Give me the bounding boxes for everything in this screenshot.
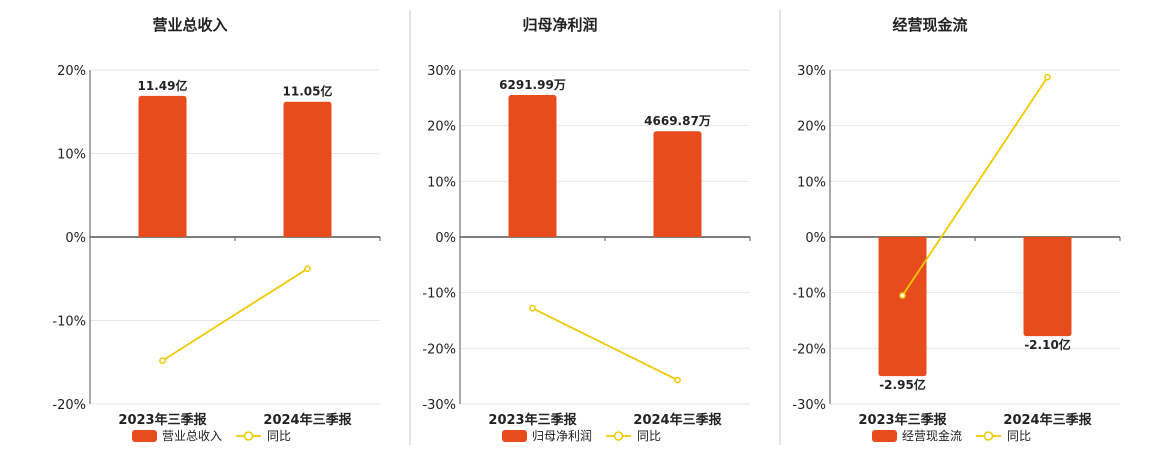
y-tick-label: -30% — [792, 398, 826, 413]
bar-value-label: -2.10亿 — [1024, 337, 1071, 352]
x-category-label: 2023年三季报 — [488, 412, 577, 428]
legend-bar-label: 经营现金流 — [902, 428, 962, 443]
yoy-point — [1044, 73, 1051, 81]
chart-panel-3: 经营现金流 30% 20% 10% 0% -10% -20% -30% -2.95亿 -2.10亿… — [792, 16, 1121, 443]
chart-title: 营业总收入 — [152, 16, 227, 34]
y-tick-label: -20% — [422, 342, 456, 357]
y-tick-label: 20% — [427, 120, 456, 135]
yoy-point — [529, 304, 536, 312]
bar — [138, 95, 187, 237]
yoy-line — [532, 307, 678, 381]
yoy-point — [159, 357, 166, 364]
y-tick-label: 0% — [435, 231, 456, 246]
x-category-label: 2023年三季报 — [118, 412, 207, 428]
legend-line-label: 同比 — [1007, 429, 1031, 443]
x-category-label: 2024年三季报 — [263, 412, 352, 428]
bar — [508, 95, 557, 237]
legend-bar-label: 营业总收入 — [162, 429, 222, 443]
bar — [653, 131, 702, 237]
y-tick-label: -20% — [52, 398, 86, 413]
x-category-label: 2023年三季报 — [858, 412, 947, 428]
legend-bar-swatch — [502, 430, 527, 442]
y-tick-label: 20% — [57, 64, 86, 79]
y-tick-label: -10% — [422, 287, 456, 302]
chart-title: 经营现金流 — [892, 16, 967, 34]
bar-value-label: -2.95亿 — [879, 377, 926, 392]
chart-panel-2: 归母净利润 30% 20% 10% 0% -10% -20% -30% 6291.99万 4669… — [422, 16, 751, 443]
yoy-line — [901, 76, 1049, 296]
y-tick-label: -10% — [792, 287, 826, 302]
y-tick-label: -30% — [422, 398, 456, 413]
chart-panel-1: 营业总收入 20% 10% 0% -10% -20% 11.49亿 11.05亿 2023年三季… — [52, 16, 381, 443]
bar — [1023, 237, 1072, 337]
y-tick-label: 20% — [797, 120, 826, 135]
bar-value-label: 6291.99万 — [499, 78, 566, 92]
y-tick-label: -10% — [52, 315, 86, 330]
legend-bar-swatch — [872, 430, 897, 442]
y-tick-label: 0% — [805, 231, 826, 246]
bar — [878, 237, 927, 377]
chart-title: 归母净利润 — [522, 16, 597, 34]
yoy-point — [899, 292, 906, 299]
legend-line-marker — [613, 431, 624, 441]
yoy-point — [674, 376, 681, 384]
y-tick-label: -20% — [792, 342, 826, 357]
bar — [283, 101, 332, 237]
y-tick-label: 10% — [797, 175, 826, 190]
legend-bar-swatch — [132, 430, 157, 442]
y-tick-label: 0% — [65, 231, 86, 246]
legend-line-label: 同比 — [637, 429, 661, 443]
legend-line-marker — [243, 431, 254, 441]
bar-value-label: 11.49亿 — [138, 78, 188, 93]
yoy-line — [162, 267, 308, 362]
x-category-label: 2024年三季报 — [633, 412, 722, 428]
yoy-point — [304, 265, 311, 273]
y-tick-label: 30% — [797, 64, 826, 79]
legend-bar-label: 归母净利润 — [532, 429, 592, 443]
y-tick-label: 10% — [427, 175, 456, 190]
y-tick-label: 10% — [57, 148, 86, 163]
x-category-label: 2024年三季报 — [1003, 412, 1092, 428]
bar-value-label: 4669.87万 — [644, 114, 711, 128]
y-tick-label: 30% — [427, 64, 456, 79]
bar-value-label: 11.05亿 — [283, 84, 333, 99]
legend-line-marker — [983, 431, 994, 441]
legend-line-label: 同比 — [267, 429, 291, 443]
